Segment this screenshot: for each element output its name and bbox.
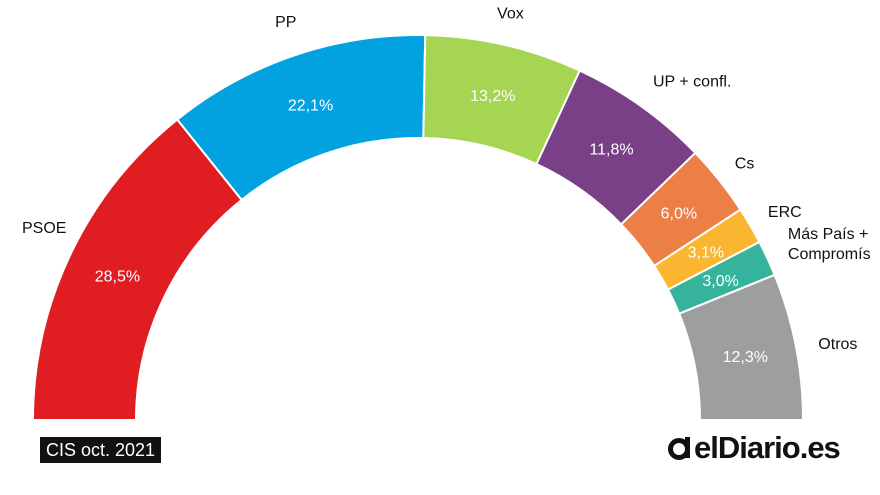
party-label: PSOE <box>22 220 66 237</box>
brand-logo: elDiario.es <box>668 426 841 470</box>
data-label: 28,5% <box>95 269 140 286</box>
data-label: 3,1% <box>688 245 724 262</box>
data-label: 13,2% <box>470 88 515 105</box>
data-label: 3,0% <box>702 273 738 290</box>
brand-name: elDiario.es <box>694 430 841 465</box>
segment-otros <box>677 273 805 421</box>
data-label: 22,1% <box>288 97 333 114</box>
party-label: Vox <box>497 6 524 23</box>
data-label: 6,0% <box>661 205 697 222</box>
party-label: Cs <box>735 156 755 173</box>
party-label: UP + confl. <box>653 73 731 90</box>
eldiario-logo-icon <box>668 437 690 460</box>
source-label: CIS oct. 2021 <box>40 437 162 463</box>
party-label: PP <box>275 14 296 31</box>
party-label: Más País + Compromís <box>788 226 871 263</box>
party-label: ERC <box>768 204 802 221</box>
data-label: 11,8% <box>589 141 633 158</box>
data-label: 12,3% <box>723 349 768 366</box>
party-label: Otros <box>818 336 857 353</box>
